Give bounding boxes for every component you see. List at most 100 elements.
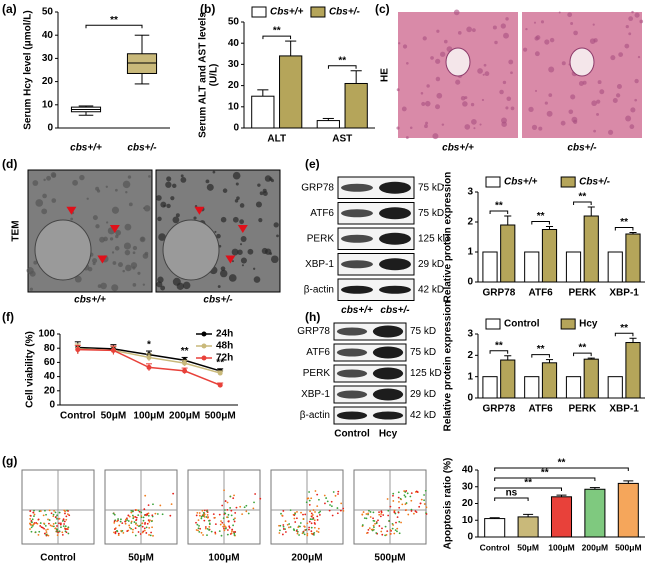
label: 29 kD <box>410 389 436 400</box>
label: Serum Hcy level (μmol/L) <box>23 10 34 130</box>
label: ** <box>537 344 545 355</box>
label: 0 <box>233 123 239 134</box>
bar <box>565 376 582 399</box>
label: 20 <box>228 80 240 91</box>
legend-swatch <box>251 6 267 18</box>
label: Cbs+/- <box>329 7 361 18</box>
label: 40 <box>228 38 240 49</box>
label: 10 <box>228 101 240 112</box>
bar <box>524 251 540 283</box>
bar <box>482 251 498 283</box>
label: 20 <box>42 76 54 87</box>
label: GRP78 <box>301 182 334 193</box>
label: 200μM <box>582 542 608 552</box>
marker <box>75 347 81 353</box>
label: PERK <box>568 288 597 299</box>
legend-marker <box>201 355 207 361</box>
label: 30 <box>228 59 240 70</box>
label: GRP78 <box>297 326 330 337</box>
label: 200μM <box>169 411 200 422</box>
label: XBP-1 <box>305 259 334 270</box>
bar <box>484 518 506 538</box>
bar <box>584 488 606 538</box>
bar <box>583 215 599 283</box>
label: Cbs+/- <box>579 177 611 188</box>
label: cbs+/- <box>380 305 410 316</box>
label: 30 <box>42 53 54 64</box>
legend-marker <box>201 331 207 337</box>
label: Cbs+/+ <box>504 177 538 188</box>
label: 24h <box>216 329 233 340</box>
label: 3 <box>467 187 473 198</box>
label: 100 <box>38 329 55 340</box>
label: (f) <box>2 310 14 324</box>
label: Control <box>40 553 76 564</box>
marker <box>146 364 152 370</box>
bar <box>607 376 623 399</box>
label: 0 <box>467 393 473 404</box>
label: 75 kD <box>410 347 436 358</box>
label: (g) <box>2 454 17 468</box>
label: ALT <box>267 134 286 145</box>
label: (e) <box>305 157 320 171</box>
label: TEM <box>11 220 22 241</box>
label: GRP78 <box>482 288 515 299</box>
label: 100μM <box>548 542 574 552</box>
marker <box>110 347 116 353</box>
label: ATF6 <box>306 347 330 358</box>
legend-swatch <box>485 176 501 188</box>
label: ** <box>181 346 189 357</box>
label: β-actin <box>304 284 334 295</box>
blot-strip <box>333 406 407 425</box>
label: ATF6 <box>310 208 334 219</box>
label: ** <box>338 55 346 66</box>
label: 100μM <box>208 553 239 564</box>
label: ** <box>578 343 586 354</box>
label: 72h <box>216 353 233 364</box>
label: XBP-1 <box>609 288 639 299</box>
label: PERK <box>307 233 335 244</box>
label: 75 kD <box>410 326 436 337</box>
label: 48h <box>216 341 233 352</box>
label: Apoptosis ratio (%) <box>443 458 454 550</box>
bar <box>541 229 558 283</box>
bar <box>279 55 303 129</box>
label: 10 <box>42 99 54 110</box>
label: ** <box>537 211 545 222</box>
label: 125 kD <box>418 233 450 244</box>
label: 75 kD <box>418 182 444 193</box>
bar <box>541 362 558 399</box>
label: ** <box>541 468 549 479</box>
label: 50 <box>228 17 240 28</box>
label: 60 <box>44 357 56 368</box>
label: β-actin <box>300 410 330 421</box>
label: ** <box>620 217 628 228</box>
label: Hcy <box>579 319 598 330</box>
label: (a) <box>2 2 17 16</box>
bar <box>607 251 623 283</box>
bar <box>625 342 641 399</box>
label: 80 <box>44 343 56 354</box>
label: 50μM <box>128 553 154 564</box>
label: 50μM <box>101 411 127 422</box>
label: 29 kD <box>418 259 444 270</box>
bar <box>500 224 516 283</box>
legend-marker <box>201 343 207 349</box>
marker <box>217 370 223 376</box>
label: (U/L) <box>209 64 220 87</box>
label: 125 kD <box>410 368 442 379</box>
legend-swatch <box>560 318 576 330</box>
label: 30 <box>462 481 474 492</box>
label: XBP-1 <box>301 389 330 400</box>
label: Serum ALT and AST levels <box>198 12 209 138</box>
label: 50μM <box>517 542 539 552</box>
label: 500μM <box>374 553 405 564</box>
bar <box>316 120 340 129</box>
label: (b) <box>200 2 215 16</box>
label: 1 <box>467 247 473 258</box>
label: (h) <box>305 310 320 324</box>
label: Control <box>60 411 96 422</box>
label: 20 <box>44 385 56 396</box>
label: cbs+/+ <box>442 143 474 154</box>
label: Relative protein expression <box>443 301 454 432</box>
